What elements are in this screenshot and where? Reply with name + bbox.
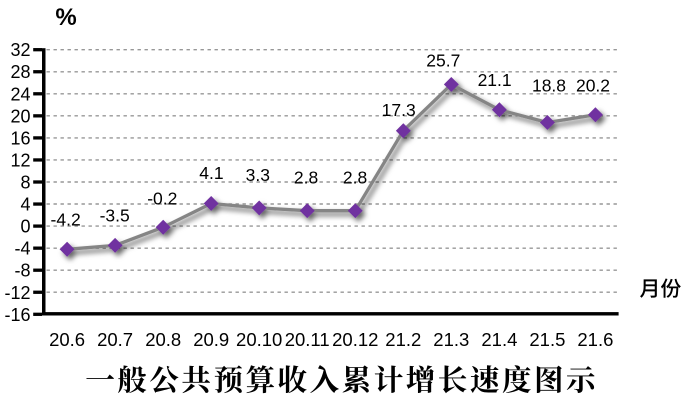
svg-text:-16: -16 <box>4 305 30 325</box>
svg-text:-8: -8 <box>14 261 30 281</box>
svg-text:25.7: 25.7 <box>426 50 460 70</box>
svg-text:2.8: 2.8 <box>343 168 367 188</box>
svg-text:20: 20 <box>10 106 30 126</box>
svg-text:12: 12 <box>10 150 30 170</box>
svg-text:20.2: 20.2 <box>576 75 610 95</box>
svg-text:20.8: 20.8 <box>145 329 181 350</box>
svg-text:24: 24 <box>10 84 30 104</box>
svg-text:8: 8 <box>20 173 30 193</box>
svg-text:20.10: 20.10 <box>236 329 282 350</box>
svg-text:17.3: 17.3 <box>382 100 416 120</box>
svg-text:2.8: 2.8 <box>294 168 318 188</box>
svg-text:20.9: 20.9 <box>193 329 229 350</box>
svg-text:21.1: 21.1 <box>478 70 512 90</box>
svg-text:21.4: 21.4 <box>481 329 517 350</box>
svg-text:21.6: 21.6 <box>577 329 613 350</box>
svg-text:28: 28 <box>10 62 30 82</box>
svg-text:16: 16 <box>10 128 30 148</box>
svg-text:21.5: 21.5 <box>529 329 565 350</box>
svg-text:20.12: 20.12 <box>332 329 378 350</box>
svg-text:21.2: 21.2 <box>385 329 421 350</box>
svg-text:20.7: 20.7 <box>97 329 133 350</box>
svg-text:4: 4 <box>20 195 30 215</box>
svg-text:20.11: 20.11 <box>285 329 330 350</box>
svg-text:-3.5: -3.5 <box>100 206 130 226</box>
svg-text:-12: -12 <box>4 283 30 303</box>
svg-text:%: % <box>55 4 76 31</box>
svg-text:32: 32 <box>10 40 30 60</box>
svg-text:-0.2: -0.2 <box>147 189 177 209</box>
svg-text:4.1: 4.1 <box>199 163 223 183</box>
svg-text:20.6: 20.6 <box>49 329 85 350</box>
svg-text:3.3: 3.3 <box>246 165 270 185</box>
svg-text:0: 0 <box>20 217 30 237</box>
svg-text:-4.2: -4.2 <box>51 210 81 230</box>
svg-text:18.8: 18.8 <box>532 75 566 95</box>
svg-text:21.3: 21.3 <box>433 329 469 350</box>
svg-text:-4: -4 <box>14 239 30 259</box>
